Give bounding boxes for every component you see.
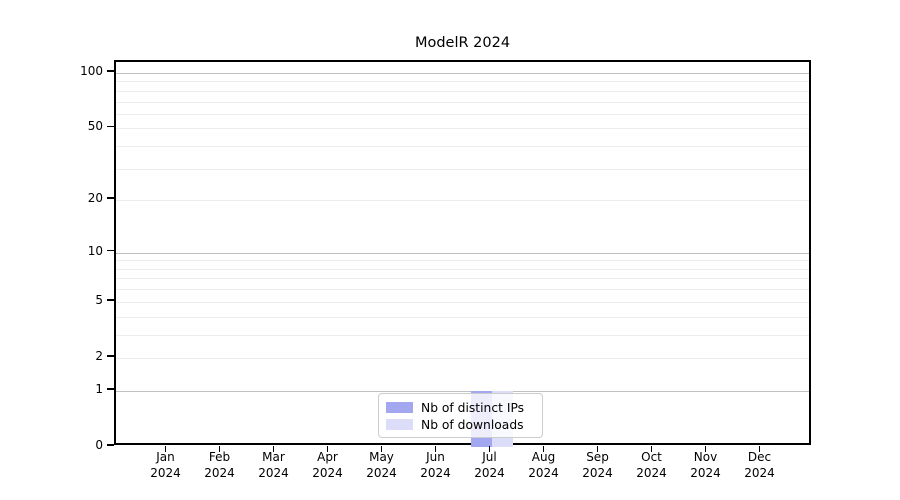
x-tick-year: 2024 [366, 466, 397, 480]
x-tick-month: Sep [586, 450, 609, 464]
minor-gridline [116, 357, 809, 359]
y-tick-mark [107, 355, 114, 357]
x-tick-mark [542, 446, 545, 452]
x-tick-mark [758, 446, 761, 452]
x-tick-year: 2024 [474, 466, 505, 480]
minor-gridline [116, 278, 809, 280]
minor-gridline [116, 168, 809, 170]
y-tick-label: 20 [87, 191, 103, 206]
x-tick-label: Mar 2024 [244, 449, 304, 481]
x-tick-mark [650, 446, 653, 452]
x-tick-month: Aug [531, 450, 556, 464]
x-tick-label: Sep 2024 [568, 449, 628, 481]
y-tick-mark [107, 249, 114, 252]
x-tick-year: 2024 [582, 466, 613, 480]
x-tick-label: Feb 2024 [190, 449, 250, 481]
minor-gridline [116, 200, 809, 202]
y-tick-mark [107, 299, 114, 301]
y-tick-label: 1 [95, 381, 103, 396]
y-tick-mark [107, 197, 114, 199]
legend-label: Nb of downloads [421, 417, 524, 432]
x-tick-mark [488, 446, 491, 452]
x-tick-mark [326, 446, 329, 452]
x-tick-mark [434, 446, 437, 452]
major-gridline [116, 72, 809, 74]
x-tick-year: 2024 [150, 466, 181, 480]
minor-gridline [116, 260, 809, 262]
x-tick-mark [380, 446, 383, 452]
x-tick-month: Apr [317, 450, 338, 464]
y-tick-mark [107, 125, 114, 128]
y-tick-mark [107, 444, 114, 446]
x-tick-month: Jan [156, 450, 175, 464]
x-tick-year: 2024 [690, 466, 721, 480]
y-tick-label: 100 [80, 63, 103, 78]
y-tick-label: 50 [87, 119, 103, 134]
minor-gridline [116, 334, 809, 336]
minor-gridline [116, 128, 809, 130]
y-tick-mark [107, 70, 114, 72]
minor-gridline [116, 268, 809, 270]
x-tick-label: Apr 2024 [298, 449, 358, 481]
y-tick-label: 10 [87, 243, 103, 258]
x-tick-month: Dec [747, 450, 772, 464]
chart-title: ModelR 2024 [414, 35, 511, 51]
x-tick-year: 2024 [420, 466, 451, 480]
x-tick-label: Jan 2024 [136, 449, 196, 481]
y-tick-mark [107, 388, 114, 390]
x-tick-label: Jun 2024 [406, 449, 466, 481]
x-tick-month: Oct [641, 450, 662, 464]
x-tick-month: May [369, 450, 394, 464]
minor-gridline [116, 146, 809, 147]
x-tick-mark [164, 446, 167, 452]
minor-gridline [116, 113, 809, 115]
major-gridline [116, 252, 809, 254]
x-tick-label: Aug 2024 [514, 449, 574, 481]
minor-gridline [116, 90, 809, 92]
x-tick-label: Jul 2024 [460, 449, 520, 481]
x-tick-mark [704, 446, 707, 452]
minor-gridline [116, 101, 809, 103]
minor-gridline [116, 301, 809, 303]
x-tick-month: Mar [262, 450, 285, 464]
x-tick-label: Oct 2024 [622, 449, 682, 481]
x-tick-year: 2024 [744, 466, 775, 480]
legend: Nb of distinct IPs Nb of downloads [378, 393, 543, 438]
x-tick-year: 2024 [528, 466, 559, 480]
y-tick-label: 2 [95, 348, 103, 363]
x-tick-year: 2024 [636, 466, 667, 480]
x-tick-label: Nov 2024 [676, 449, 736, 481]
legend-row: Nb of distinct IPs [386, 399, 534, 416]
x-tick-month: Feb [208, 450, 231, 464]
legend-swatch [386, 402, 413, 413]
x-tick-month: Nov [693, 450, 718, 464]
x-tick-mark [272, 446, 275, 452]
x-tick-year: 2024 [258, 466, 289, 480]
minor-gridline [116, 81, 809, 83]
legend-label: Nb of distinct IPs [421, 400, 525, 415]
x-tick-month: Jul [482, 450, 497, 464]
y-tick-label: 0 [95, 438, 103, 452]
x-tick-mark [218, 446, 221, 452]
x-tick-mark [596, 446, 599, 452]
x-tick-label: May 2024 [352, 449, 412, 481]
legend-swatch [386, 419, 413, 430]
y-tick-label: 5 [95, 292, 103, 307]
legend-row: Nb of downloads [386, 416, 534, 433]
x-tick-year: 2024 [312, 466, 343, 480]
x-tick-label: Dec 2024 [730, 449, 790, 481]
minor-gridline [116, 289, 809, 291]
plot-area: Nb of distinct IPs Nb of downloads [114, 60, 811, 447]
minor-gridline [116, 316, 809, 318]
x-tick-year: 2024 [204, 466, 235, 480]
x-tick-month: Jun [426, 450, 445, 464]
major-gridline [116, 390, 809, 392]
